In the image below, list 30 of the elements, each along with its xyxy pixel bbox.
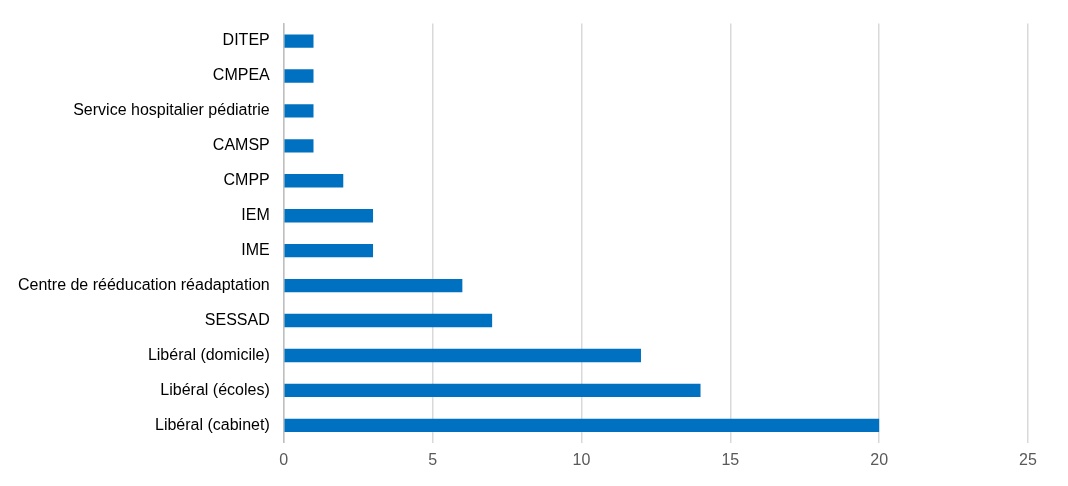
x-tick-label: 10 (572, 450, 591, 468)
bar (284, 209, 374, 223)
y-tick-label: Libéral (domicile) (147, 345, 270, 363)
y-tick-label: Centre de rééducation réadaptation (18, 276, 270, 294)
bar (284, 348, 641, 363)
bar (284, 278, 463, 293)
bar (284, 174, 344, 188)
bar (284, 313, 493, 328)
bar (284, 34, 314, 48)
y-tick-label: IEM (241, 206, 270, 224)
x-tick-label: 5 (428, 450, 438, 468)
bar (284, 243, 374, 258)
y-tick-label: SESSAD (204, 310, 270, 328)
x-tick-label: 25 (1019, 450, 1037, 468)
x-tick-label: 0 (279, 450, 289, 468)
x-tick-label: 15 (721, 450, 740, 468)
y-tick-label: CMPEA (212, 66, 271, 84)
bar (284, 139, 314, 153)
bar (284, 418, 880, 433)
bar (284, 104, 314, 118)
y-tick-label: IME (241, 241, 270, 259)
x-tick-label: 20 (870, 450, 889, 468)
y-tick-label: CAMSP (212, 136, 270, 154)
bar (284, 69, 314, 83)
y-tick-label: Service hospitalier pédiatrie (73, 101, 270, 119)
y-tick-label: CMPP (223, 171, 270, 189)
y-tick-label: DITEP (222, 31, 270, 49)
y-tick-label: Libéral (cabinet) (155, 415, 270, 433)
bar (284, 383, 701, 398)
y-tick-label: Libéral (écoles) (160, 380, 270, 398)
